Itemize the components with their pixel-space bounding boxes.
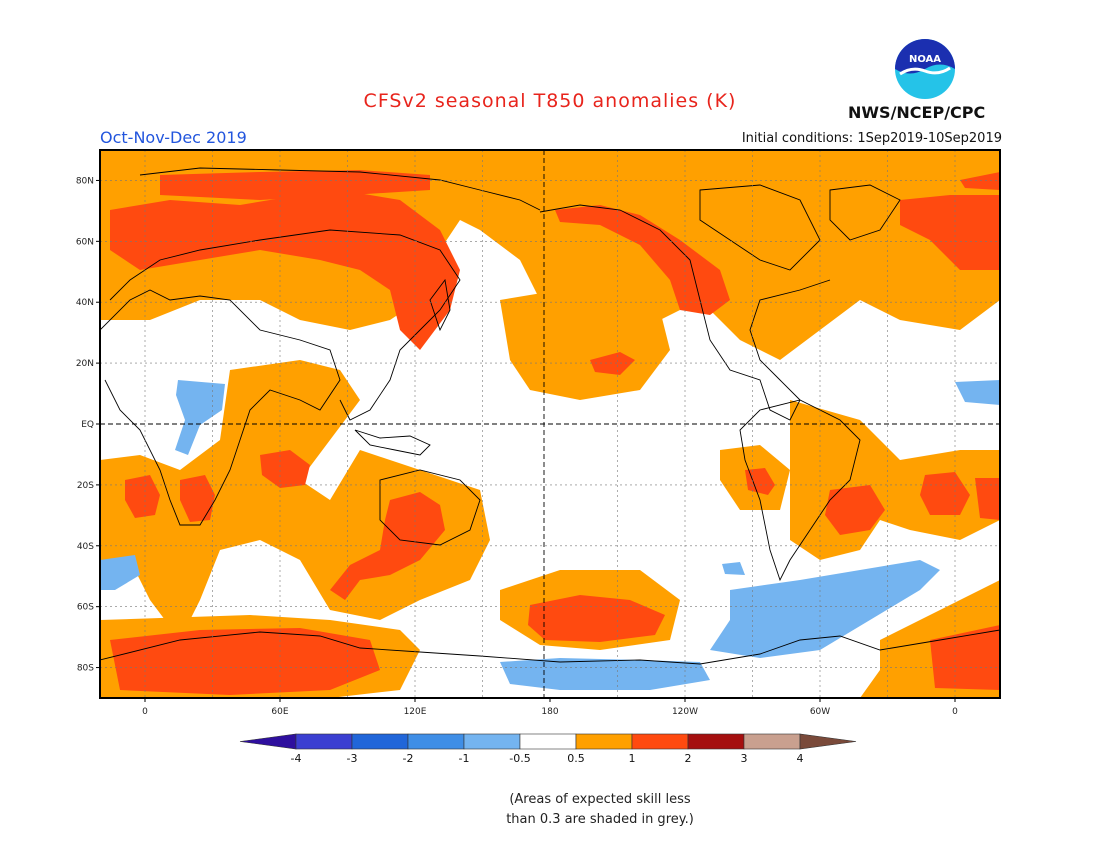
lat-label: 80N [76, 176, 94, 186]
lat-label: 40N [76, 298, 94, 308]
season-label: Oct-Nov-Dec 2019 [100, 128, 247, 147]
legend-bin [743, 733, 801, 750]
legend-bin [295, 733, 353, 750]
legend-tick-label: 1 [629, 752, 636, 765]
lon-label: 60E [271, 707, 288, 717]
legend-tick-label: -3 [347, 752, 358, 765]
legend-tick-label: -4 [291, 752, 302, 765]
lon-label: 60W [810, 707, 830, 717]
lon-label: 0 [142, 707, 148, 717]
skill-note-line2: than 0.3 are shaded in grey.) [506, 812, 694, 827]
lon-label: 120E [404, 707, 427, 717]
lat-label: EQ [81, 420, 94, 430]
legend-tick-label: 4 [797, 752, 804, 765]
gridlines [100, 150, 1000, 698]
coastlines [100, 167, 1000, 665]
legend-bin [351, 733, 409, 750]
legend-tick-label: -2 [403, 752, 414, 765]
latitude-labels: 80N 60N 40N 20N EQ 20S 40S 60S 80S [76, 176, 100, 674]
agency-label: NWS/NCEP/CPC [848, 103, 986, 122]
legend-bin [631, 733, 689, 750]
legend-tick-label: -0.5 [509, 752, 530, 765]
lat-label: 80S [77, 664, 94, 674]
legend-tick-label: 2 [685, 752, 692, 765]
lon-label: 120W [672, 707, 698, 717]
legend-tick-label: -1 [459, 752, 470, 765]
lat-label: 20S [77, 481, 94, 491]
noaa-logo: NOAA [895, 39, 955, 99]
lat-label: 60S [77, 603, 94, 613]
lon-label: 0 [952, 707, 958, 717]
map-title: CFSv2 seasonal T850 anomalies (K) [363, 90, 737, 112]
lat-label: 40S [77, 542, 94, 552]
legend-bin [407, 733, 465, 750]
legend-bin [519, 733, 577, 750]
legend-bin [575, 733, 633, 750]
initial-conditions-label: Initial conditions: 1Sep2019-10Sep2019 [741, 131, 1002, 146]
lat-label: 20N [76, 359, 94, 369]
logo-text: NOAA [909, 54, 941, 65]
lat-label: 60N [76, 237, 94, 247]
legend-bin [687, 733, 745, 750]
legend-bin-low [239, 733, 297, 750]
legend-tick-label: 3 [741, 752, 748, 765]
legend-tick-label: 0.5 [567, 752, 585, 765]
longitude-labels: 0 60E 120E 180 120W 60W 0 [142, 698, 958, 717]
legend-bin [463, 733, 521, 750]
legend-bin-high [799, 733, 857, 750]
lon-label: 180 [541, 707, 558, 717]
skill-note-line1: (Areas of expected skill less [509, 792, 691, 807]
